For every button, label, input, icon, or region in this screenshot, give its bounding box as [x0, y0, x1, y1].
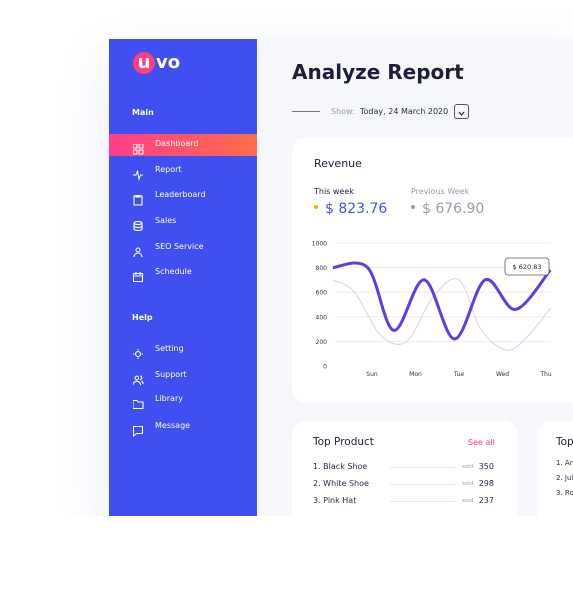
icon [133, 168, 143, 182]
dropdown[interactable] [454, 104, 469, 119]
x-tick-label: Tue [453, 371, 465, 378]
x-tick-label: Sun [366, 371, 378, 378]
legend-dot [314, 205, 318, 209]
x-tick-label: Mon [409, 371, 422, 378]
x-tick-label: Thu [539, 371, 551, 378]
menu-item[interactable]: Setting [155, 344, 184, 353]
tooltip-box [504, 257, 550, 276]
logo-circle [133, 52, 155, 74]
menu-item[interactable]: Message [155, 421, 191, 430]
product-name-2: 3. Ro [556, 489, 573, 497]
y-tick-label: 200 [316, 339, 328, 346]
bottom-fade [0, 516, 573, 598]
menu-icon [132, 140, 144, 155]
icon [132, 425, 144, 438]
series-line [332, 261, 552, 341]
y-tick-label: 1000 [312, 241, 327, 248]
menu-item[interactable]: Schedule [155, 267, 192, 276]
show-label: Show: [331, 107, 355, 116]
section-title: Main [132, 108, 154, 117]
menu-icon [132, 395, 144, 410]
sold-count: 350 [478, 462, 494, 471]
legend-total: $ 823.76 [325, 201, 388, 217]
menu-icon [133, 243, 144, 258]
menu-icon [133, 217, 144, 232]
icon [133, 194, 143, 206]
chart-title: Revenue [314, 157, 362, 170]
icon [133, 247, 143, 258]
icon [132, 375, 144, 386]
product-name-2: 1. Anc [556, 459, 573, 467]
product-line [390, 467, 455, 468]
product-name: 2. White Shoe [313, 479, 369, 488]
legend-name: This week [314, 187, 354, 196]
menu-icon [133, 345, 144, 359]
y-tick-label: 600 [316, 290, 328, 297]
sold-label: sold [462, 498, 474, 504]
menu-icon [132, 422, 144, 438]
icon [133, 349, 143, 359]
icon [132, 143, 144, 155]
menu-icon [132, 268, 144, 283]
icon [132, 272, 144, 283]
divider [292, 111, 320, 112]
product-line [390, 484, 455, 485]
menu-icon [132, 371, 144, 386]
product-name: 1. Black Shoe [313, 462, 368, 471]
product-title-2: Top [556, 436, 573, 448]
product-name: 3. Pink Hat [313, 496, 357, 505]
dropdown-icon [458, 111, 465, 117]
menu-item[interactable]: Support [155, 370, 187, 379]
logo-mark: u [137, 52, 151, 73]
product-title: Top Product [313, 436, 374, 448]
sold-count: 237 [478, 496, 494, 505]
see-all[interactable]: See all [468, 438, 495, 447]
y-tick-label: 400 [316, 314, 328, 321]
x-tick-label: Wed [496, 371, 509, 378]
menu-item[interactable]: Leaderboard [155, 190, 206, 199]
menu-icon [133, 166, 144, 182]
menu-item[interactable]: SEO Service [155, 242, 204, 251]
logo-text: vo [156, 52, 181, 73]
legend-total: $ 676.90 [422, 201, 485, 217]
series-line [332, 278, 551, 351]
sold-count: 298 [478, 479, 494, 488]
page-title: Analyze Report [292, 60, 464, 84]
icon [132, 399, 144, 410]
active-bg [109, 134, 257, 156]
date: Today, 24 March 2020 [360, 107, 449, 116]
legend-dot [411, 205, 415, 209]
legend-name: Previous Week [411, 187, 470, 196]
menu-item[interactable]: Dashboard [155, 139, 199, 148]
icon [133, 220, 143, 232]
product-name-2: 2. Jul [556, 474, 573, 482]
product-line [390, 501, 455, 502]
menu-item[interactable]: Sales [155, 216, 177, 225]
sold-label: sold [462, 464, 474, 470]
y-tick-label: 800 [316, 265, 328, 272]
menu-item[interactable]: Library [155, 394, 183, 403]
tooltip-text: $ 620.83 [513, 263, 542, 271]
menu-icon [133, 191, 144, 206]
section-title: Help [132, 313, 153, 322]
y-tick-label: 0 [323, 364, 327, 371]
menu-item[interactable]: Report [155, 165, 182, 174]
sold-label: sold [462, 481, 474, 487]
